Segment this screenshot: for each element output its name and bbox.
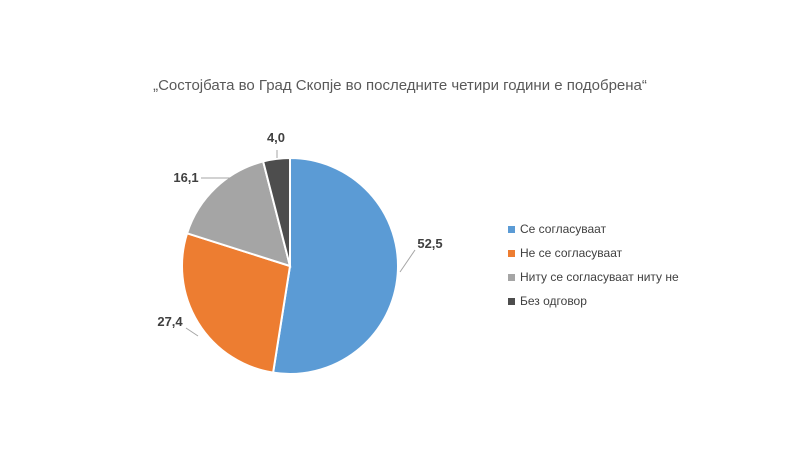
chart-title: „Состојбата во Град Скопје во последните… [153,77,647,94]
legend-item: Не се согласуваат [508,243,679,263]
legend-swatch [508,297,515,305]
pie-slice-2 [181,232,292,374]
data-label-3: 16,1 [173,170,198,185]
legend-item: Без одговор [508,291,679,311]
data-label-4: 4,0 [267,130,285,145]
legend-label: Ниту се согласуваат ниту не [520,270,679,284]
legend-label: Не се согласуваат [520,246,623,260]
legend-label: Се согласуваат [520,222,607,236]
pie-slice-3 [185,160,292,268]
pie-slice-1 [271,156,400,375]
legend-swatch [508,273,515,281]
chart-legend: Се согласуваат Не се согласуваат Ниту се с… [508,219,679,315]
data-label-1: 52,5 [417,236,442,251]
legend-swatch [508,225,515,233]
leader-line-1 [399,249,416,273]
legend-label: Без одговор [520,294,587,308]
pie-slice-4 [261,156,291,267]
legend-item: Се согласуваат [508,219,679,239]
legend-item: Ниту се согласуваат ниту не [508,267,679,287]
leader-line-2 [185,327,199,337]
data-label-2: 27,4 [157,314,183,329]
legend-swatch [508,249,515,257]
